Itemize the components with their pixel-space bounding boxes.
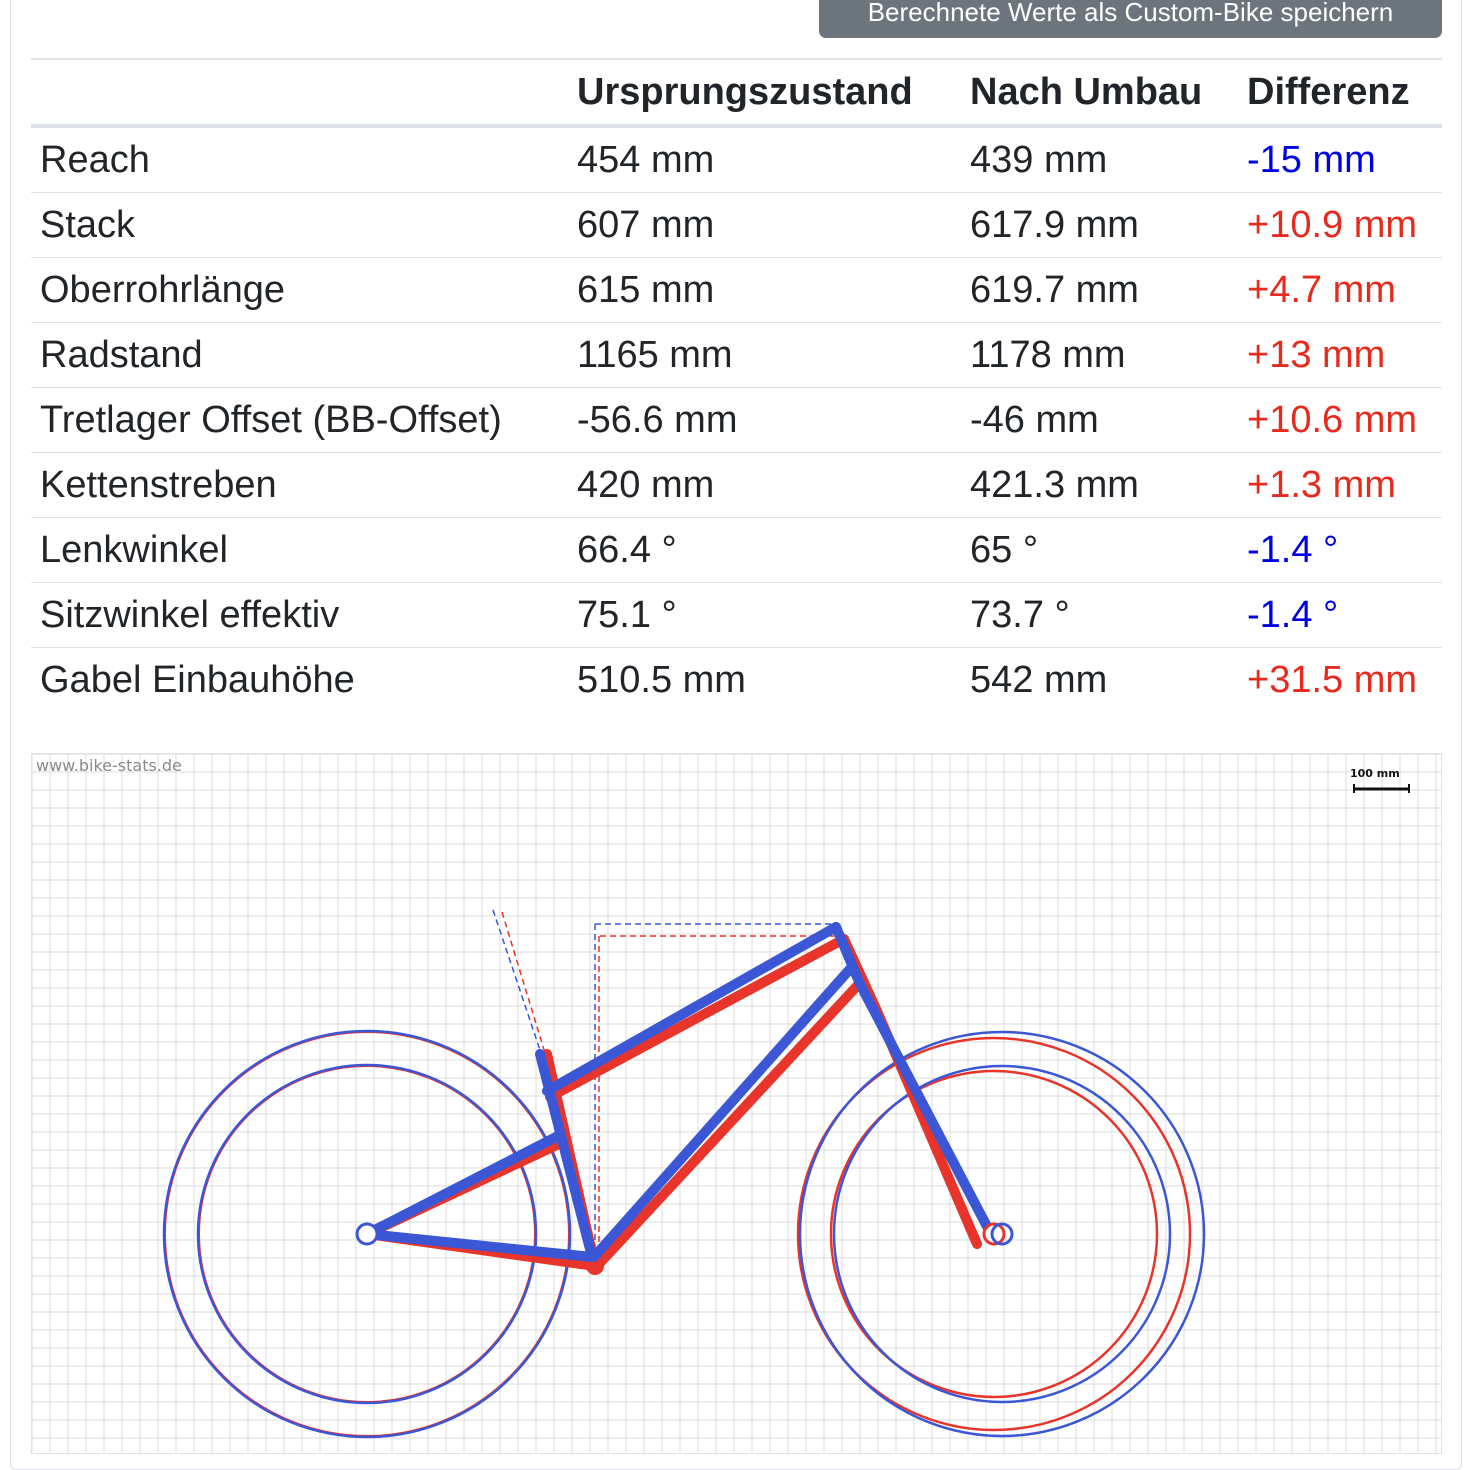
row-original-value: 1165 mm: [568, 322, 961, 388]
original-top-tube: [545, 934, 849, 1102]
modified-front-hub: [990, 1222, 1014, 1246]
original-down-tube: [594, 981, 862, 1269]
modified-front-tire: [798, 1030, 1206, 1438]
table-row: Lenkwinkel 66.4 ° 65 ° -1.4 °: [31, 517, 1442, 583]
row-original-value: 66.4 °: [568, 517, 961, 583]
row-parameter-label: Lenkwinkel: [31, 517, 568, 583]
row-parameter-label: Sitzwinkel effektiv: [31, 582, 568, 648]
original-front-hub: [982, 1222, 1006, 1246]
header-modified: Nach Umbau: [961, 58, 1238, 128]
row-difference-value: -1.4 °: [1238, 517, 1442, 583]
row-parameter-label: Kettenstreben: [31, 452, 568, 518]
row-modified-value: 73.7 °: [961, 582, 1238, 648]
row-modified-value: -46 mm: [961, 387, 1238, 453]
table-header-row: Ursprungszustand Nach Umbau Differenz: [31, 58, 1442, 128]
modified-front-rim: [832, 1064, 1172, 1404]
watermark: www.bike-stats.de: [36, 756, 182, 775]
row-modified-value: 65 °: [961, 517, 1238, 583]
modified-seatstay: [362, 1132, 561, 1239]
table-row: Radstand 1165 mm 1178 mm +13 mm: [31, 322, 1442, 388]
modified-fork: [855, 979, 997, 1241]
table-row: Reach 454 mm 439 mm -15 mm: [31, 126, 1442, 193]
save-custom-bike-button[interactable]: Berechnete Werte als Custom-Bike speiche…: [819, 0, 1442, 38]
row-original-value: 454 mm: [568, 126, 961, 193]
table-row: Oberrohrlänge 615 mm 619.7 mm +4.7 mm: [31, 257, 1442, 323]
table-row: Tretlager Offset (BB-Offset) -56.6 mm -46 …: [31, 387, 1442, 453]
scale-label: 100 mm: [1350, 767, 1400, 780]
modified-rear-tire: [162, 1029, 572, 1439]
modified-head-tube: [831, 922, 865, 989]
row-original-value: 615 mm: [568, 257, 961, 323]
row-original-value: 607 mm: [568, 192, 961, 258]
row-parameter-label: Gabel Einbauhöhe: [40, 658, 355, 701]
row-difference-value: +1.3 mm: [1238, 452, 1442, 518]
table-row: Stack 607 mm 617.9 mm +10.9 mm: [31, 192, 1442, 258]
original-front-rim: [829, 1069, 1159, 1399]
row-difference-value: +10.6 mm: [1238, 387, 1442, 453]
row-original-value: 75.1 °: [568, 582, 961, 648]
row-difference-value: +4.7 mm: [1238, 257, 1442, 323]
table-row: Gabel Einbauhöhe 510.5 mm 542 mm +31.5 mm: [31, 648, 1442, 713]
modified-chainstay: [362, 1229, 597, 1262]
row-difference-value: +31.5 mm: [1247, 658, 1418, 701]
row-modified-value: 617.9 mm: [961, 192, 1238, 258]
header-difference: Differenz: [1238, 58, 1442, 128]
original-front-tire: [796, 1036, 1192, 1432]
modified-down-tube: [589, 964, 855, 1262]
geometry-table: Ursprungszustand Nach Umbau Differenz Re…: [31, 58, 1442, 712]
modified-top-tube: [542, 922, 841, 1096]
row-modified-value: 421.3 mm: [961, 452, 1238, 518]
original-seat-angle-dashed-line: [501, 911, 546, 1054]
row-difference-value: -1.4 °: [1238, 582, 1442, 648]
table-row: Kettenstreben 420 mm 421.3 mm +1.3 mm: [31, 452, 1442, 518]
row-parameter-label: Tretlager Offset (BB-Offset): [31, 387, 568, 453]
row-parameter-label: Radstand: [31, 322, 568, 388]
modified-rear-rim: [196, 1063, 538, 1405]
row-difference-value: -15 mm: [1238, 126, 1442, 193]
row-parameter-label: Reach: [31, 126, 568, 193]
header-original: Ursprungszustand: [568, 58, 961, 128]
row-parameter-label: Oberrohrlänge: [31, 257, 568, 323]
row-modified-value: 542 mm: [970, 658, 1108, 701]
row-original-value: 420 mm: [568, 452, 961, 518]
row-modified-value: 1178 mm: [961, 322, 1238, 388]
rear-hub: [355, 1222, 379, 1246]
row-modified-value: 619.7 mm: [961, 257, 1238, 323]
modified-seat-angle-dashed-line: [492, 909, 542, 1054]
row-parameter-label: Stack: [31, 192, 568, 258]
row-difference-value: +10.9 mm: [1238, 192, 1442, 258]
row-original-value: 510.5 mm: [577, 658, 746, 701]
row-difference-value: +13 mm: [1238, 322, 1442, 388]
row-modified-value: 439 mm: [961, 126, 1238, 193]
header-parameter: [31, 58, 568, 128]
bike-geometry-svg: [32, 754, 1441, 1453]
bike-geometry-drawing: www.bike-stats.de 100 mm: [31, 753, 1442, 1454]
row-original-value: -56.6 mm: [568, 387, 961, 453]
table-row: Sitzwinkel effektiv 75.1 ° 73.7 ° -1.4 °: [31, 582, 1442, 648]
